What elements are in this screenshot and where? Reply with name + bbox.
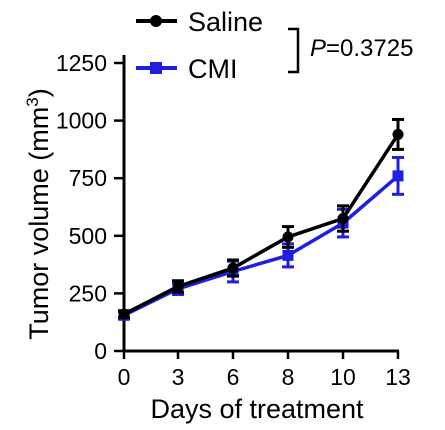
- x-tick-label: 8: [282, 364, 295, 390]
- y-tick-label: 1000: [56, 108, 107, 134]
- y-tick-label: 1250: [56, 50, 107, 76]
- data-point-cmi: [392, 170, 404, 182]
- data-point-saline: [172, 280, 184, 292]
- y-axis-label-superscript: 3: [23, 97, 42, 106]
- data-point-saline: [392, 128, 404, 140]
- y-axis-label-main: Tumor volume (mm: [24, 107, 54, 340]
- series-line-cmi: [123, 174, 400, 317]
- y-ticks: 0 250 500 750 1000 1250: [56, 50, 124, 364]
- data-point-saline: [227, 262, 239, 274]
- y-tick-label: 750: [69, 165, 107, 191]
- data-point-saline: [118, 308, 130, 320]
- legend-cmi-label: CMI: [188, 54, 238, 84]
- legend-cmi-marker: [150, 62, 162, 74]
- x-tick-label: 13: [385, 364, 411, 390]
- x-tick-label: 3: [172, 364, 185, 390]
- p-value-annotation: P=0.3725: [310, 35, 413, 62]
- x-tick-label: 0: [118, 364, 131, 390]
- x-tick-label: 6: [227, 364, 240, 390]
- p-value-symbol: P: [310, 35, 326, 62]
- series-layer: [118, 117, 404, 321]
- series-line-saline: [123, 133, 400, 316]
- y-tick-label: 250: [69, 280, 107, 306]
- y-axis-label: Tumor volume (mm3): [23, 88, 54, 340]
- y-tick-label: 0: [94, 338, 107, 364]
- x-ticks: 0 3 6 8 10 13: [118, 351, 411, 390]
- y-tick-label: 500: [69, 223, 107, 249]
- significance-bracket: [288, 27, 300, 74]
- legend: Saline CMI: [136, 7, 263, 84]
- x-tick-label: 10: [330, 364, 356, 390]
- y-axis-label-close: ): [24, 88, 54, 97]
- legend-saline-label: Saline: [188, 7, 263, 37]
- data-point-cmi: [282, 249, 294, 261]
- data-point-saline: [337, 213, 349, 225]
- x-axis-label: Days of treatment: [150, 394, 364, 424]
- series-saline: [118, 117, 404, 320]
- legend-saline-marker: [150, 15, 162, 27]
- data-point-saline: [282, 231, 294, 243]
- p-value-number: =0.3725: [326, 35, 413, 62]
